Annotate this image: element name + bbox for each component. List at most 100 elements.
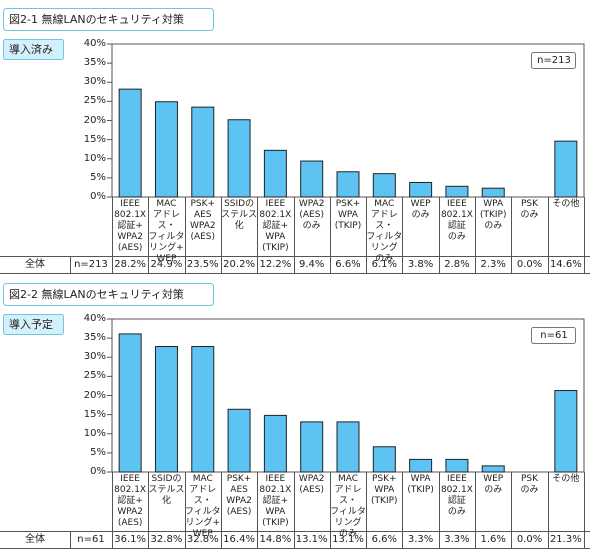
x-tick-label: IEEE 802.1X 認証 のみ	[440, 199, 473, 242]
bar	[554, 390, 578, 473]
bar	[300, 421, 324, 473]
bar	[263, 149, 287, 198]
bar	[191, 106, 215, 198]
x-tick-label: WPA (TKIP)	[407, 474, 434, 495]
x-tick-label: WEP のみ	[483, 474, 504, 495]
bar	[445, 185, 469, 198]
value-label: 13.1%	[332, 534, 364, 545]
y-tick-label: 15%	[83, 133, 106, 145]
bar	[191, 346, 215, 473]
bar	[481, 187, 505, 198]
x-tick-label: PSK+ AES WPA2 (AES)	[226, 474, 252, 517]
x-tick-label: PSK のみ	[520, 199, 539, 220]
tag-label: 導入済み	[9, 43, 53, 56]
x-tick-label: IEEE 802.1X 認証 のみ	[440, 474, 473, 517]
x-tick-label: PSK+ AES WPA2 (AES)	[189, 199, 216, 242]
title-box	[3, 8, 214, 31]
value-label: 2.3%	[480, 259, 506, 270]
bar	[118, 333, 142, 473]
value-label: 3.3%	[444, 534, 470, 545]
n-label: n=213	[537, 55, 571, 66]
x-tick-label: MAC アドレス・ フィルタ リング+ WEP	[148, 199, 185, 264]
value-label: 13.1%	[295, 534, 328, 545]
y-tick-label: 30%	[83, 76, 106, 88]
y-tick-label: 30%	[83, 351, 106, 363]
bar	[481, 465, 505, 473]
y-tick-label: 40%	[83, 38, 106, 49]
x-tick-label: WPA2 (AES) のみ	[298, 199, 325, 231]
n-box	[531, 52, 576, 69]
y-tick-label: 5%	[90, 171, 106, 183]
bar	[263, 414, 287, 473]
n-label: n=61	[540, 330, 568, 341]
value-label: 6.6%	[371, 534, 397, 545]
y-tick-label: 35%	[83, 332, 106, 344]
x-tick-label: PSK+ WPA (TKIP)	[334, 199, 362, 231]
row-label: 全体	[25, 259, 45, 270]
row-n: n=61	[77, 534, 105, 545]
bar	[227, 119, 251, 198]
value-label: 9.4%	[298, 259, 325, 270]
tag-label: 導入予定	[9, 318, 53, 331]
x-tick-label: WPA (TKIP) のみ	[479, 199, 507, 231]
value-label: 14.8%	[259, 534, 292, 545]
row-label: 全体	[25, 534, 45, 545]
value-label: 2.8%	[444, 259, 470, 270]
x-tick-label: WPA2 (AES)	[298, 474, 325, 495]
value-label: 21.3%	[549, 534, 582, 545]
bar	[227, 408, 251, 473]
tag-box	[3, 314, 64, 335]
tag-box	[3, 39, 64, 60]
bar	[336, 421, 360, 473]
value-label: 20.2%	[223, 259, 255, 270]
value-label: 24.9%	[150, 259, 183, 270]
x-tick-label: MAC アドレス・ フィルタ リング のみ	[366, 199, 403, 264]
x-tick-label: IEEE 802.1X 認証+ WPA (TKIP)	[259, 199, 292, 253]
x-tick-label: PSK+ WPA (TKIP)	[371, 474, 398, 506]
value-label: 0.0%	[516, 259, 543, 270]
y-tick-label: 15%	[83, 408, 106, 420]
x-tick-label: その他	[552, 474, 580, 484]
value-label: 14.6%	[549, 259, 582, 270]
row-n: n=213	[74, 259, 108, 270]
y-tick-label: 10%	[83, 152, 106, 164]
value-label: 6.6%	[335, 259, 361, 270]
value-label: 3.3%	[407, 534, 434, 545]
value-label: 32.8%	[186, 534, 219, 545]
y-tick-label: 10%	[83, 427, 106, 439]
y-tick-label: 35%	[83, 57, 106, 69]
bar	[445, 458, 469, 473]
value-label: 16.4%	[223, 534, 255, 545]
x-tick-label: その他	[552, 199, 580, 209]
x-tick-label: WEP のみ	[410, 199, 431, 220]
y-tick-label: 20%	[83, 389, 106, 401]
y-tick-label: 20%	[83, 114, 106, 126]
value-label: 23.5%	[186, 259, 219, 270]
bar	[154, 101, 178, 198]
x-tick-label: SSIDの ステルス 化	[221, 199, 258, 231]
bar	[336, 171, 360, 198]
x-tick-label: IEEE 802.1X 認証+ WPA (TKIP)	[259, 474, 292, 528]
bar	[409, 458, 433, 473]
y-tick-label: 0%	[90, 466, 106, 477]
x-tick-label: IEEE 802.1X 認証+ WPA2 (AES)	[114, 474, 147, 528]
bar	[409, 181, 433, 198]
y-tick-label: 25%	[83, 95, 106, 107]
title-box	[3, 283, 214, 306]
bar	[118, 88, 142, 198]
y-tick-label: 0%	[90, 191, 106, 202]
chart-title: 図2-2 無線LANのセキュリティ対策	[9, 288, 184, 301]
chart-title: 図2-1 無線LANのセキュリティ対策	[9, 13, 184, 26]
bar	[154, 346, 178, 473]
value-label: 12.2%	[259, 259, 292, 270]
x-tick-label: SSIDの ステルス 化	[148, 474, 185, 506]
y-tick-label: 25%	[83, 370, 106, 382]
x-tick-label: IEEE 802.1X 認証+ WPA2 (AES)	[114, 199, 147, 253]
y-tick-label: 40%	[83, 313, 106, 324]
bar	[554, 140, 578, 198]
x-tick-label: PSK のみ	[520, 474, 539, 495]
x-tick-label: MAC アドレス・ フィルタ リング+ WEP	[184, 474, 221, 539]
y-tick-label: 5%	[90, 446, 106, 458]
